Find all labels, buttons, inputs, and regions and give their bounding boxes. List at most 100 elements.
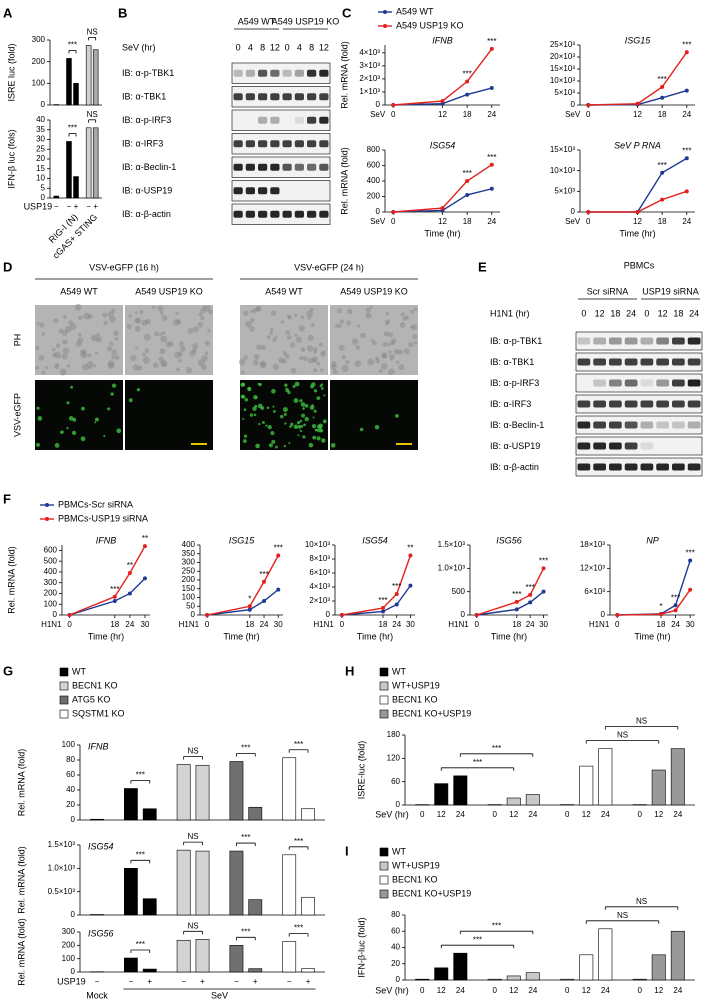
blot-row-label: IB: α-TBK1 (490, 357, 534, 367)
gfp-cell (35, 442, 40, 447)
cell (313, 350, 317, 354)
cell (289, 342, 296, 348)
blot-band (656, 421, 669, 429)
series-line (393, 87, 492, 106)
y-tick-label: 0 (376, 207, 381, 216)
y-tick-label: 18×10³ (580, 540, 605, 549)
cell (158, 356, 164, 363)
bar (598, 748, 613, 806)
point (339, 613, 344, 617)
bar (301, 808, 315, 821)
gfp-cell (267, 424, 272, 430)
chart-title: SeV P RNA (614, 140, 661, 150)
cell (382, 352, 386, 357)
y-tick-label: 250 (182, 566, 196, 575)
gfp-cell (315, 429, 318, 432)
blot-row-label: IB: α-Beclin-1 (122, 162, 176, 172)
blot-band (294, 163, 304, 171)
blot-band (270, 187, 280, 195)
gfp-cell (293, 398, 299, 403)
blot-band (609, 379, 622, 387)
legend-marker (45, 517, 49, 521)
blot-band (258, 210, 268, 218)
x-category: − (129, 977, 134, 986)
blot-row-label: IB: α-β-actin (490, 462, 539, 472)
cell (197, 321, 204, 328)
blot-band (233, 187, 243, 195)
bar (229, 945, 244, 973)
cell (318, 342, 323, 347)
cell (161, 361, 167, 368)
bar (506, 975, 521, 981)
blot-band (640, 358, 654, 366)
cell (345, 360, 350, 365)
blot-band (270, 163, 280, 171)
cell (365, 307, 371, 313)
blot-frame (575, 394, 703, 414)
blot-frame (231, 62, 331, 84)
x-tick-label: 0 (586, 110, 591, 119)
blot-band (640, 442, 654, 450)
cell (197, 359, 205, 367)
bar (85, 45, 92, 106)
gfp-cell (253, 394, 258, 400)
gfp-cell (72, 417, 77, 422)
blot-band (593, 463, 606, 471)
blot-band (294, 210, 304, 218)
micrograph (125, 380, 213, 450)
significance: ** (407, 544, 413, 553)
legend-marker (45, 503, 49, 507)
blot-band (245, 210, 255, 218)
blot-band (233, 163, 243, 171)
x-axis-label: Time (hr) (634, 631, 670, 641)
cell (153, 331, 159, 337)
significance: *** (492, 921, 501, 930)
lane: 12 (595, 308, 605, 318)
y-tick-label: 40 (66, 785, 75, 794)
y-axis-label: IFN-β-luc (fold) (356, 917, 366, 977)
gfp-cell (321, 438, 326, 443)
gfp-cell (258, 422, 261, 426)
blot-band (624, 400, 638, 408)
series-line (393, 48, 493, 106)
cell (400, 312, 405, 317)
point (660, 95, 665, 100)
x-tick-label: 0 (205, 620, 210, 629)
point (247, 607, 252, 612)
bar (176, 939, 191, 973)
series-line (588, 51, 688, 106)
cell (179, 345, 186, 352)
blot-band (294, 116, 304, 124)
cell (341, 355, 346, 360)
y-tick-label: 4×10³ (359, 48, 380, 57)
gfp-cell (318, 423, 323, 428)
cell (346, 308, 353, 315)
cell (298, 325, 306, 332)
cell (192, 343, 199, 350)
cell (175, 312, 179, 316)
point (440, 206, 445, 211)
significance: NS (188, 747, 199, 756)
gfp-cell (54, 443, 60, 448)
cell (189, 350, 196, 357)
y-tick-label: 200 (62, 940, 76, 949)
bar (92, 49, 99, 106)
series-line (341, 555, 412, 616)
gfp-cell (272, 410, 276, 413)
gfp-cell (299, 399, 303, 403)
cell (272, 337, 277, 342)
blot-band (577, 400, 591, 408)
y-tick-label: 80 (66, 755, 75, 764)
x-category: 24 (528, 986, 537, 995)
point (615, 613, 620, 617)
cell (93, 364, 97, 368)
x-tick-label: 18 (463, 110, 472, 119)
x-category: 0 (492, 810, 497, 819)
lane: 0 (236, 42, 241, 52)
bar (301, 896, 315, 916)
x-tick-label: 12 (633, 110, 642, 119)
cell (102, 312, 108, 318)
cell (165, 341, 172, 348)
cell (51, 347, 56, 352)
blot-band (270, 140, 280, 148)
